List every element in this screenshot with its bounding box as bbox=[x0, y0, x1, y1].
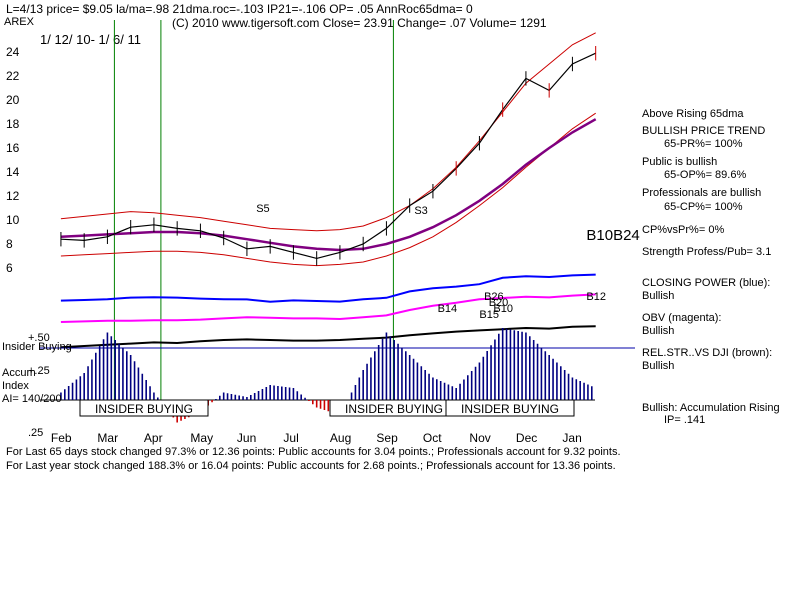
y-tick-label: 18 bbox=[6, 117, 20, 131]
obv-label: OBV (magenta): bbox=[642, 312, 722, 324]
signal-label: S3 bbox=[414, 205, 427, 217]
above-label: Above Rising 65dma bbox=[642, 108, 744, 120]
y-tick-label: 24 bbox=[6, 45, 20, 59]
y-tick-label: 6 bbox=[6, 261, 13, 275]
y-tick-label: 12 bbox=[6, 189, 20, 203]
header-stats: L=4/13 price= $9.05 la/ma=.98 21dma.roc=… bbox=[6, 2, 473, 16]
price-line bbox=[60, 52, 596, 260]
date-range: 1/ 12/ 10- 1/ 6/ 11 bbox=[40, 32, 141, 47]
closing-power-value: Bullish bbox=[642, 290, 675, 302]
month-tick-label: May bbox=[190, 431, 213, 445]
signal-label: B10 bbox=[493, 303, 513, 315]
cp-value: 65-CP%= 100% bbox=[664, 201, 743, 213]
closing-power-label: CLOSING POWER (blue): bbox=[642, 277, 771, 289]
y-tick-label: 22 bbox=[6, 69, 20, 83]
accum-tick-label: +.25 bbox=[28, 365, 50, 377]
op-value: 65-OP%= 89.6% bbox=[664, 169, 747, 181]
month-tick-label: Sep bbox=[376, 431, 398, 445]
closing-power-line bbox=[60, 273, 596, 303]
signal-label: B20 bbox=[489, 297, 509, 309]
signal-label: S5 bbox=[256, 203, 269, 215]
strength: Strength Profess/Pub= 3.1 bbox=[642, 246, 772, 258]
month-tick-label: Nov bbox=[469, 431, 490, 445]
accum-tick-label: .25 bbox=[28, 427, 43, 439]
y-tick-label: 16 bbox=[6, 141, 20, 155]
pr-value: 65-PR%= 100% bbox=[664, 138, 743, 150]
accum-status: Bullish: Accumulation Rising bbox=[642, 402, 780, 414]
header-close: (C) 2010 www.tigersoft.com Close= 23.91 … bbox=[172, 16, 547, 30]
signal-label: B12 bbox=[586, 291, 606, 303]
band-lower-line bbox=[60, 112, 596, 267]
month-tick-label: Apr bbox=[144, 431, 163, 445]
month-tick-label: Aug bbox=[330, 431, 351, 445]
y-tick-label: 20 bbox=[6, 93, 20, 107]
ai-label: AI= 140/200 bbox=[2, 393, 62, 405]
ma65-line bbox=[60, 118, 597, 252]
relstr-line bbox=[60, 325, 596, 349]
public-label: Public is bullish bbox=[642, 156, 718, 168]
trend-label: BULLISH PRICE TREND bbox=[642, 125, 766, 137]
cpvspr: CP%vsPr%= 0% bbox=[642, 224, 725, 236]
footer-65day: For Last 65 days stock changed 97.3% or … bbox=[6, 446, 621, 458]
ticker-label: AREX bbox=[4, 16, 34, 28]
month-tick-label: Jun bbox=[237, 431, 256, 445]
price-chart: 24 22 20 18 16 14 12 10 8 6 Insider Buying+.50 +.25… bbox=[2, 20, 640, 445]
y-tick-label: 8 bbox=[6, 237, 13, 251]
month-tick-label: Dec bbox=[516, 431, 537, 445]
insider-banner-box bbox=[445, 399, 575, 417]
obv-line bbox=[60, 293, 596, 323]
band-upper-line bbox=[60, 32, 596, 232]
obv-value: Bullish bbox=[642, 325, 675, 337]
accum-label: Accum bbox=[2, 367, 36, 379]
month-tick-label: Jul bbox=[283, 431, 298, 445]
month-tick-label: Oct bbox=[423, 431, 442, 445]
signal-label: B10B24 bbox=[586, 227, 639, 244]
month-tick-label: Jan bbox=[562, 431, 581, 445]
relstr-label: REL.STR..VS DJI (brown): bbox=[642, 347, 773, 359]
index-label: Index bbox=[2, 380, 29, 392]
relstr-value: Bullish bbox=[642, 360, 675, 372]
insider-banner-text: INSIDER BUYING bbox=[345, 402, 443, 416]
y-tick-label: 14 bbox=[6, 165, 20, 179]
accum-tick-label: +.50 bbox=[28, 332, 50, 344]
insider-label: Insider Buying bbox=[2, 341, 72, 353]
signal-label: B26 bbox=[484, 291, 504, 303]
month-tick-label: Feb bbox=[51, 431, 72, 445]
insider-banner-text: INSIDER BUYING bbox=[461, 402, 559, 416]
insider-banner-box bbox=[79, 399, 209, 417]
footer-year: For Last year stock changed 188.3% or 16… bbox=[6, 460, 616, 472]
signal-label: B14 bbox=[438, 303, 458, 315]
insider-banner-text: INSIDER BUYING bbox=[95, 402, 193, 416]
prof-label: Professionals are bullish bbox=[642, 187, 762, 199]
ip-value: IP= .141 bbox=[664, 414, 706, 426]
month-tick-label: Mar bbox=[97, 431, 118, 445]
signal-label: B15 bbox=[479, 309, 499, 321]
y-tick-label: 10 bbox=[6, 213, 20, 227]
